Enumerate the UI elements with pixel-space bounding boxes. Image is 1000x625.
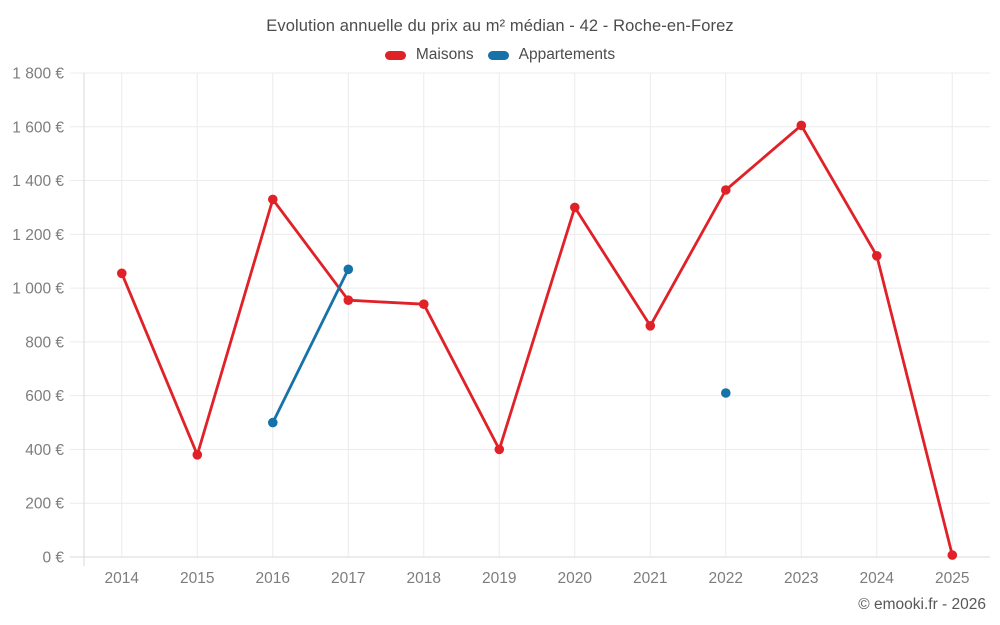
x-axis-tick-label: 2017 (331, 570, 365, 587)
maisons-data-point[interactable] (570, 202, 580, 213)
maisons-data-point[interactable] (343, 295, 354, 306)
x-axis-tick-label: 2025 (935, 570, 969, 587)
appartements-data-point[interactable] (721, 388, 731, 398)
maisons-series-swatch-icon (384, 50, 406, 60)
maisons-data-point[interactable] (645, 321, 656, 331)
copyright-text: © emooki.fr - 2026 (858, 596, 986, 613)
maisons-data-point[interactable] (796, 120, 807, 131)
y-axis-tick-label: 200 € (25, 496, 64, 513)
appartements-series-swatch-icon (487, 50, 509, 60)
maisons-data-point[interactable] (494, 444, 505, 455)
y-axis-tick-label: 1 400 € (12, 173, 64, 190)
x-axis-tick-label: 2023 (784, 570, 818, 587)
x-axis-tick-label: 2021 (633, 570, 667, 587)
legend-label-maisons: Maisons (415, 46, 474, 63)
y-axis-tick-label: 600 € (25, 388, 64, 405)
maisons-data-point[interactable] (419, 299, 429, 310)
chart-title: Evolution annuelle du prix au m² médian … (266, 17, 734, 35)
legend: Maisons Appartements (0, 46, 1000, 64)
appartements-series-line (271, 267, 350, 424)
appartements-data-point[interactable] (268, 417, 278, 428)
y-axis-tick-label: 800 € (25, 334, 64, 351)
y-axis-tick-label: 1 800 € (12, 66, 64, 83)
legend-label-appartements: Appartements (518, 46, 616, 63)
y-axis-tick-label: 1 600 € (12, 119, 64, 136)
y-axis-tick-label: 400 € (25, 442, 64, 459)
maisons-data-point[interactable] (192, 450, 203, 460)
x-axis-tick-label: 2022 (709, 570, 743, 587)
appartements-data-point[interactable] (343, 264, 354, 275)
x-axis-tick-label: 2015 (180, 570, 214, 587)
legend-item-appartements[interactable]: Appartements (487, 46, 616, 64)
x-axis-tick-label: 2019 (482, 570, 516, 587)
y-axis-tick-label: 1 000 € (12, 281, 64, 298)
y-axis-tick-label: 0 € (42, 550, 64, 567)
x-axis-tick-label: 2014 (105, 570, 140, 587)
legend-item-maisons[interactable]: Maisons (384, 46, 474, 64)
maisons-data-point[interactable] (117, 268, 127, 279)
x-axis-tick-label: 2016 (256, 570, 290, 587)
maisons-data-point[interactable] (872, 251, 882, 261)
maisons-data-point[interactable] (947, 550, 958, 560)
maisons-data-point[interactable] (721, 185, 731, 195)
y-axis-tick-label: 1 200 € (12, 227, 64, 244)
x-axis-tick-label: 2020 (558, 570, 593, 587)
x-axis-tick-label: 2024 (860, 570, 895, 587)
maisons-data-point[interactable] (268, 194, 278, 205)
maisons-series-line (120, 124, 954, 557)
x-axis-tick-label: 2018 (407, 570, 441, 587)
